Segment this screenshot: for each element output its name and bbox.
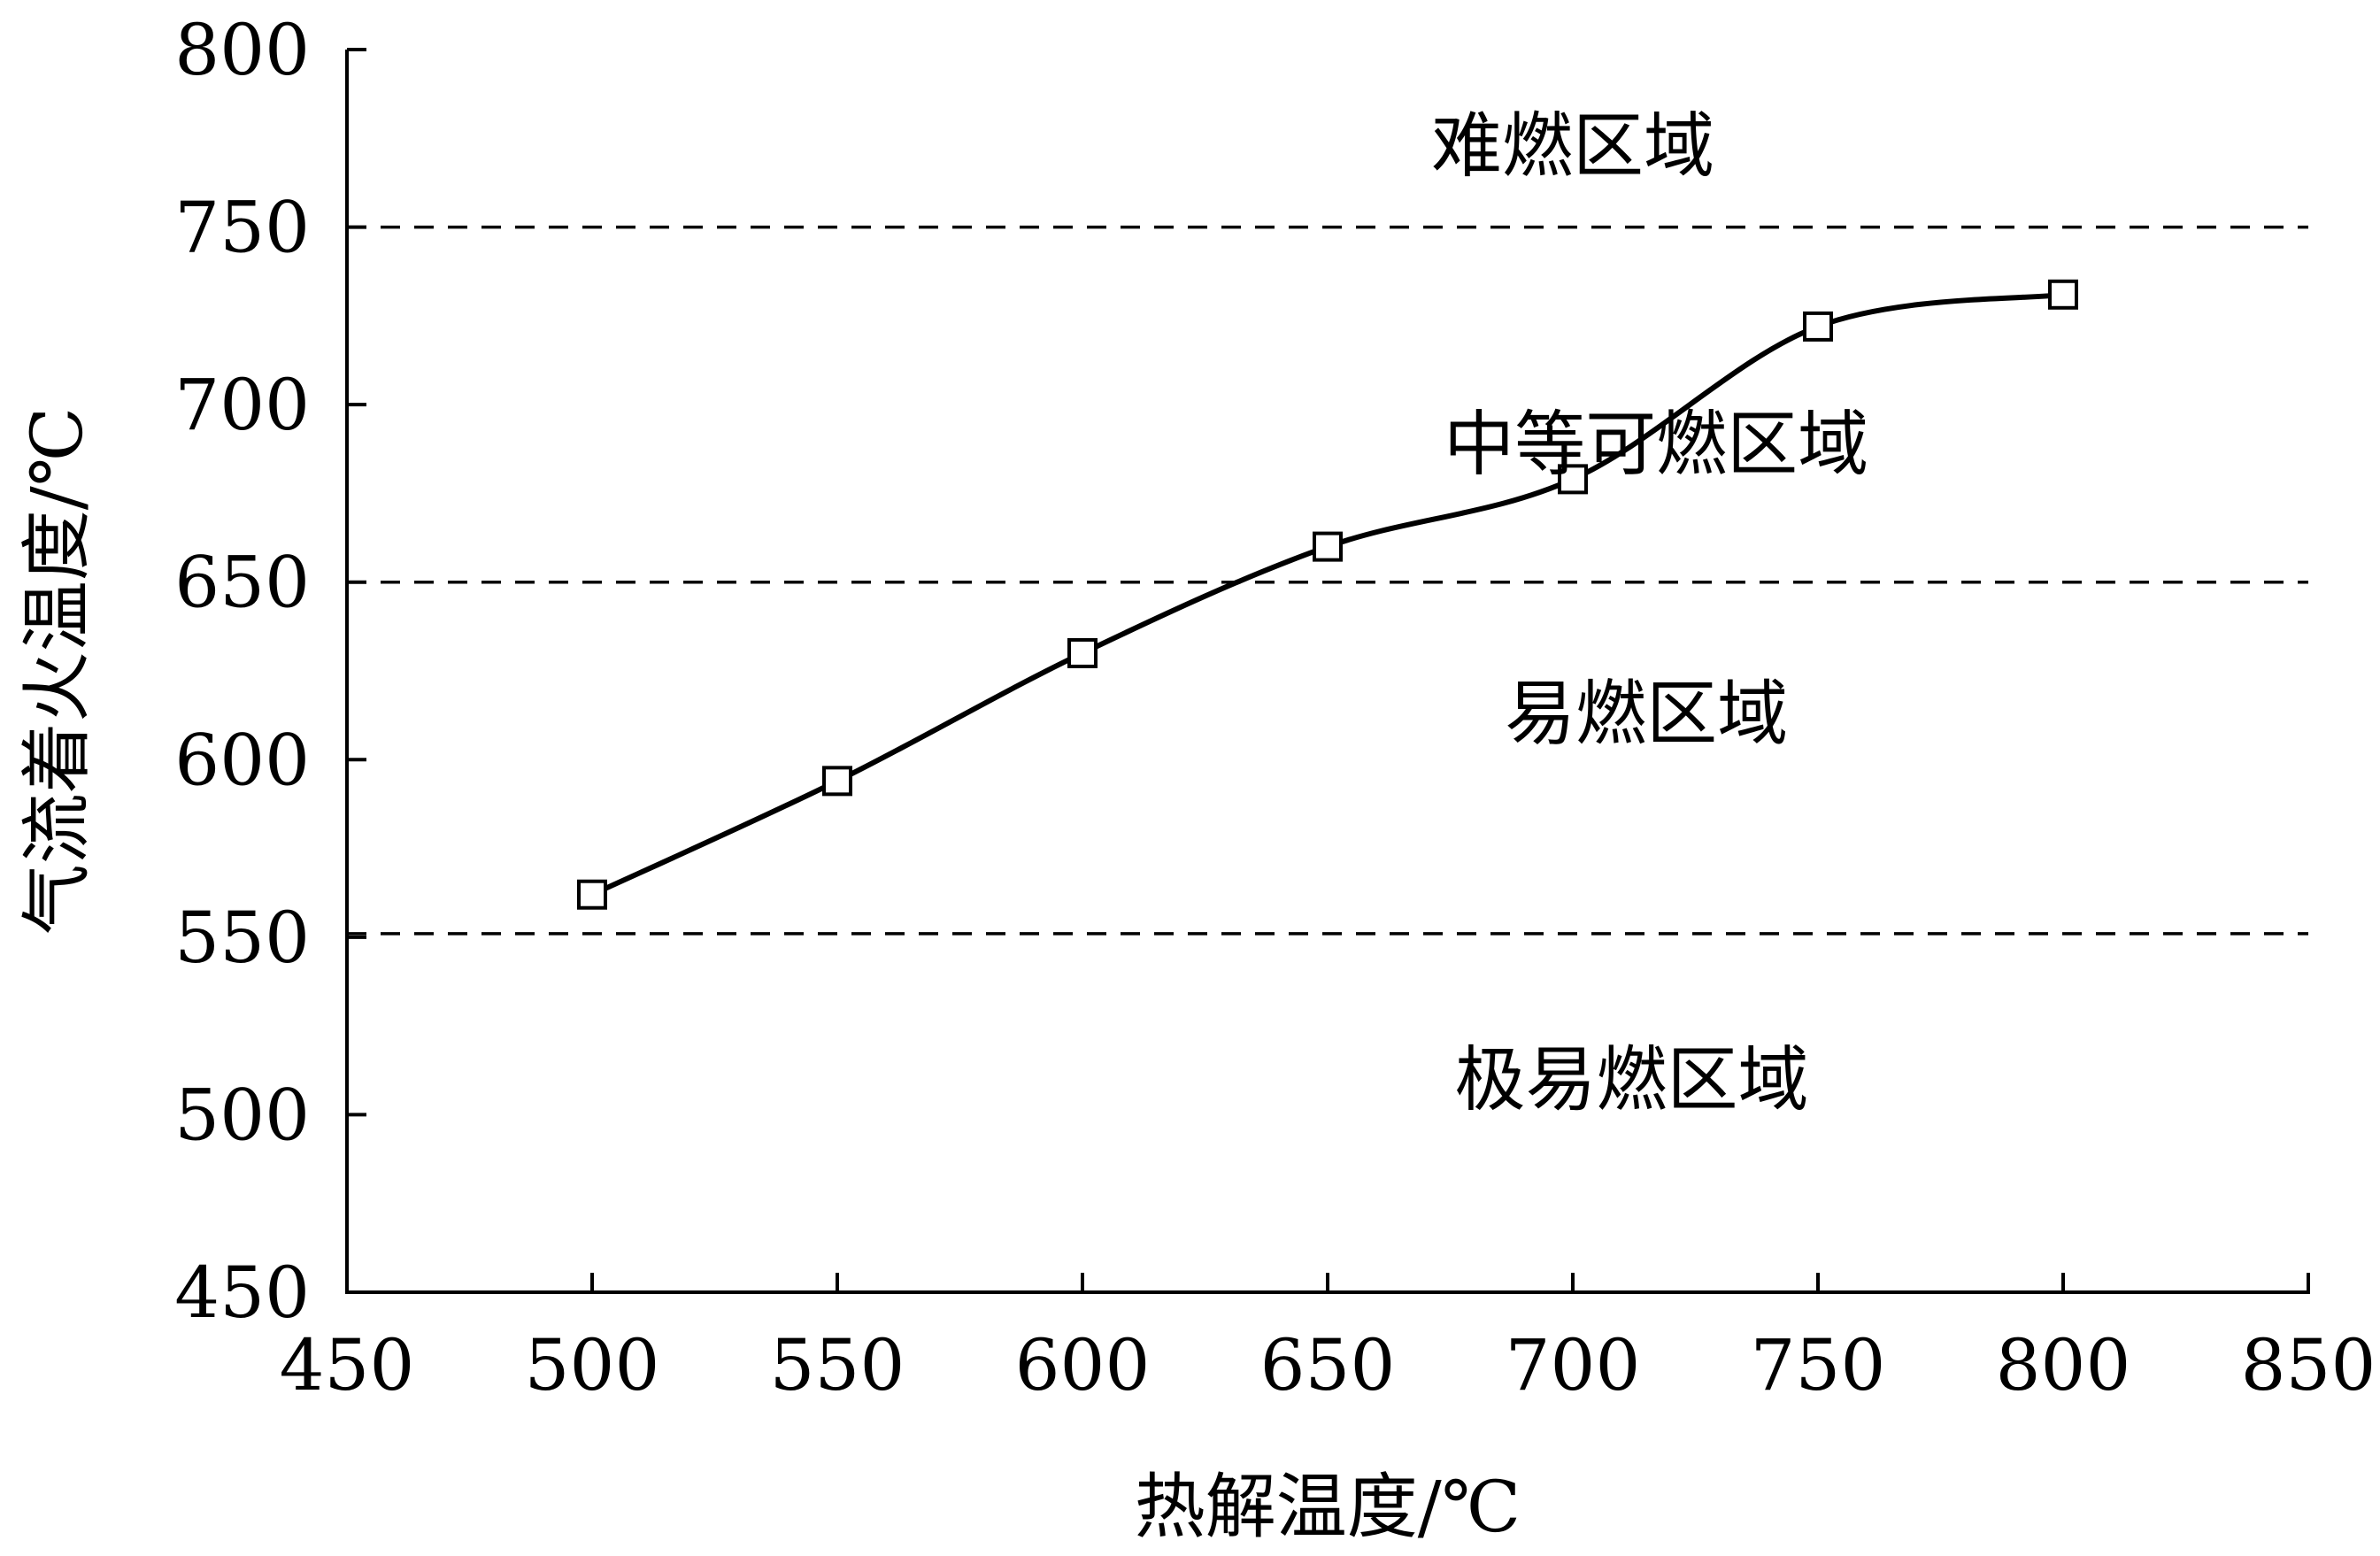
y-axis-title: 气流着火温度/℃: [16, 407, 98, 935]
zone-label: 中等可燃区域: [1444, 403, 1868, 485]
axes: [345, 50, 2310, 1294]
zone-label: 极易燃区域: [1454, 1038, 1808, 1121]
x-tick-label: 600: [1015, 1324, 1151, 1406]
data-point: [577, 879, 607, 910]
x-tick-label: 800: [1996, 1324, 2131, 1406]
data-point: [2048, 279, 2078, 310]
x-tick-label: 500: [525, 1324, 660, 1406]
series: [577, 279, 2078, 910]
x-tick-label: 700: [1506, 1324, 1641, 1406]
data-point: [1313, 531, 1343, 562]
y-tick-label: 500: [174, 1074, 310, 1156]
zone-label: 易燃区域: [1505, 673, 1788, 755]
threshold-lines: [347, 225, 2308, 936]
y-tick-label: 800: [174, 9, 310, 91]
x-tick-label: 650: [1260, 1324, 1396, 1406]
x-axis-title: 热解温度/℃: [1135, 1466, 1521, 1548]
y-tick-label: 700: [174, 364, 310, 446]
data-point: [822, 766, 852, 797]
y-tick-label: 650: [174, 542, 310, 624]
x-tick-label: 750: [1751, 1324, 1886, 1406]
y-ticks: 450 500 550 600 650 700 750 800: [174, 9, 366, 1334]
y-tick-label: 450: [174, 1252, 310, 1334]
data-point: [1067, 637, 1098, 668]
y-tick-label: 600: [174, 719, 310, 801]
y-tick-label: 550: [174, 897, 310, 979]
data-point: [1803, 311, 1833, 342]
y-tick-label: 750: [174, 187, 310, 269]
zone-label: 难燃区域: [1431, 104, 1714, 187]
x-ticks: 450 500 550 600 650 700 750 800 850: [280, 1273, 2376, 1406]
x-tick-label: 850: [2241, 1324, 2376, 1406]
series-line: [590, 291, 2064, 897]
data-point: [1558, 464, 1588, 495]
x-tick-label: 450: [280, 1324, 415, 1406]
x-tick-label: 550: [770, 1324, 905, 1406]
